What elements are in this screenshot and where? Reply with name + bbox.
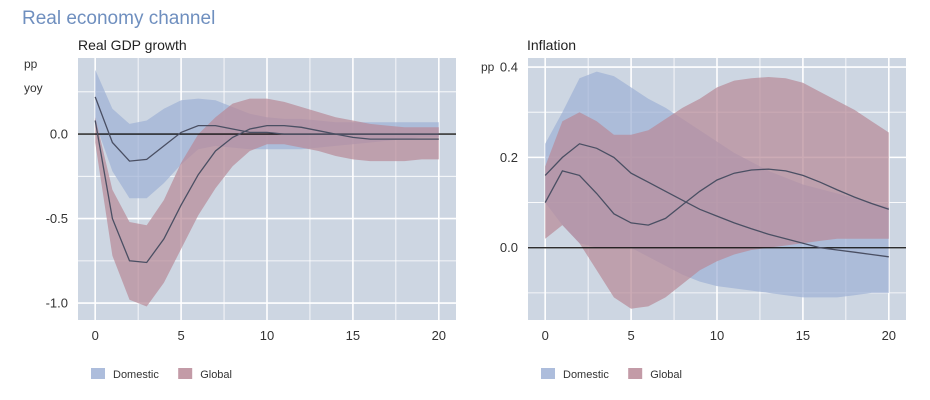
legend-swatch-global [178, 368, 193, 379]
y-tick-label: -1.0 [46, 296, 68, 311]
x-tick-label: 15 [796, 328, 810, 343]
panel-title: Real GDP growth [78, 37, 187, 53]
median-line-domestic [94, 96, 439, 162]
x-tick-label: 10 [260, 328, 274, 343]
legend: Domestic Global [541, 368, 682, 381]
x-tick-label: 20 [882, 328, 896, 343]
y-tick-label: 0.2 [500, 150, 518, 165]
x-tick-label: 5 [627, 328, 634, 343]
y-tick-label: 0.0 [500, 240, 518, 255]
legend-swatch-global [628, 368, 643, 379]
chart-panel-2: 0 5 10 15 20 0.0 0.2 0.4 Inflation pp Domestic Glob… [481, 37, 906, 381]
y-tick-label: 0.0 [50, 127, 68, 142]
median-line-global [544, 168, 890, 226]
x-tick-label: 10 [710, 328, 724, 343]
x-tick-label: 5 [177, 328, 184, 343]
x-tick-label: 15 [346, 328, 360, 343]
chart-panel-1: 0 5 10 15 20 -1.0 -0.5 0.0 Real GDP growth pp yoy D… [24, 37, 456, 381]
legend-label-domestic: Domestic [113, 369, 159, 381]
legend-swatch-domestic [91, 368, 105, 379]
band-global [95, 98, 439, 307]
band-global [545, 77, 889, 309]
legend-label-global: Global [200, 369, 232, 381]
median-line-global [94, 120, 439, 264]
y-axis-unit-label: yoy [24, 81, 43, 95]
y-axis-unit-label: pp [481, 60, 495, 74]
y-axis-unit-label: pp [24, 57, 38, 71]
figure-title: Real economy channel [22, 8, 216, 29]
legend-label-global: Global [650, 369, 682, 381]
panel-title: Inflation [527, 37, 576, 53]
x-tick-label: 0 [92, 328, 99, 343]
median-line-domestic [544, 143, 889, 258]
legend-label-domestic: Domestic [563, 369, 609, 381]
legend-swatch-domestic [541, 368, 555, 379]
legend: Domestic Global [91, 368, 232, 381]
y-tick-label: -0.5 [46, 211, 68, 226]
y-tick-label: 0.4 [500, 60, 518, 75]
x-tick-label: 20 [432, 328, 446, 343]
x-tick-label: 0 [542, 328, 549, 343]
